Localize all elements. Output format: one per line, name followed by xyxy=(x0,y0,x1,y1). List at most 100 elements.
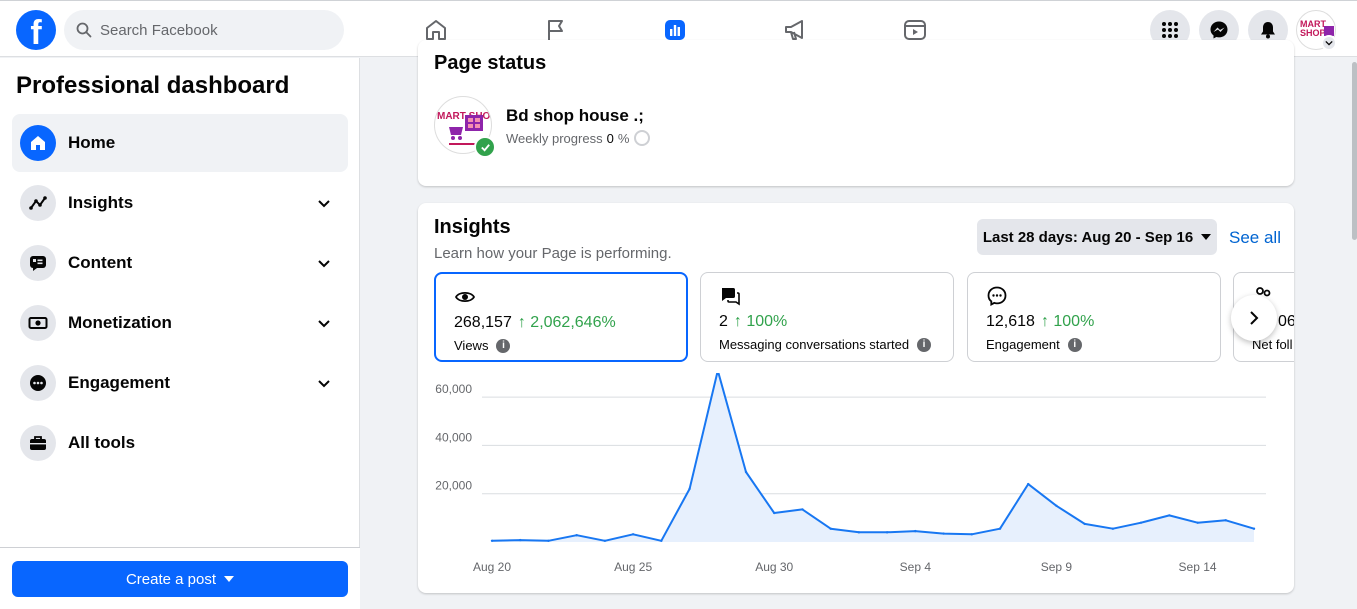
content-icon xyxy=(20,245,56,281)
y-tick-label: 40,000 xyxy=(435,430,472,444)
insights-title: Insights xyxy=(434,216,511,238)
flag-icon xyxy=(548,19,563,40)
x-tick-label: Aug 30 xyxy=(755,560,793,574)
info-icon[interactable]: i xyxy=(917,337,932,352)
see-all-link[interactable]: See all xyxy=(1229,228,1281,247)
metric-change: ↑ 100% xyxy=(733,313,788,330)
data-point xyxy=(1252,527,1256,530)
sidebar-footer: Create a post xyxy=(0,547,360,609)
chevron-down-icon xyxy=(318,200,330,208)
weekly-progress: Weekly progress 0 % xyxy=(506,130,651,146)
page-status-card: Page status MART SHOP Bd shop house .; W… xyxy=(418,40,1294,186)
home-icon xyxy=(426,19,446,40)
progress-value: 0 xyxy=(606,130,614,146)
metric-label: Views i xyxy=(454,338,511,353)
messages-icon xyxy=(722,288,740,306)
data-point xyxy=(942,532,945,535)
data-point xyxy=(1027,482,1030,486)
eye-icon xyxy=(454,291,476,303)
caret-down-icon xyxy=(1201,234,1212,240)
megaphone-icon xyxy=(785,19,803,40)
data-point xyxy=(1083,522,1086,526)
data-point xyxy=(829,527,832,530)
data-point xyxy=(490,539,494,542)
metric-card-engagement[interactable]: 12,618 ↑ 100% Engagement i xyxy=(967,272,1221,362)
y-tick-label: 20,000 xyxy=(435,479,472,493)
x-tick-label: Aug 20 xyxy=(473,560,511,574)
sidebar-item-monetization[interactable]: Monetization xyxy=(12,294,348,352)
metric-value: 2 ↑ 100% xyxy=(719,313,788,330)
engagement-icon xyxy=(987,286,1007,307)
home-icon xyxy=(20,125,56,161)
nav-tab-pages[interactable] xyxy=(503,2,609,57)
data-point xyxy=(998,527,1002,530)
reels-icon xyxy=(904,19,926,40)
page-scrollbar-track[interactable] xyxy=(1350,58,1357,609)
page-status-title: Page status xyxy=(434,52,547,74)
nav-tab-home[interactable] xyxy=(383,2,489,57)
svg-text:SHOP: SHOP xyxy=(1300,28,1326,38)
sidebar-item-home[interactable]: Home xyxy=(12,114,348,172)
search-icon xyxy=(76,22,92,38)
views-area-fill xyxy=(492,373,1254,542)
nav-tab-ads[interactable] xyxy=(742,2,848,57)
sidebar: Professional dashboard Home Insights Con… xyxy=(0,58,360,609)
account-menu-chevron-icon[interactable] xyxy=(1321,35,1337,51)
data-point xyxy=(1139,521,1143,524)
sidebar-item-insights[interactable]: Insights xyxy=(12,174,348,232)
shop-logo-icon: MART SHOP xyxy=(437,111,492,145)
toolbox-icon xyxy=(20,425,56,461)
data-point xyxy=(688,487,691,491)
y-tick-label: 60,000 xyxy=(435,382,472,396)
sidebar-item-label: Monetization xyxy=(68,313,172,332)
metric-label: Net foll xyxy=(1252,337,1293,352)
info-icon[interactable]: i xyxy=(1067,337,1082,352)
insights-card: Insights Learn how your Page is performi… xyxy=(418,203,1294,593)
sidebar-item-engagement[interactable]: Engagement xyxy=(12,354,348,412)
data-point xyxy=(914,529,917,533)
data-point xyxy=(744,470,748,474)
sidebar-title: Professional dashboard xyxy=(16,72,290,99)
x-tick-label: Sep 9 xyxy=(1041,560,1073,574)
data-point xyxy=(603,539,607,542)
x-tick-label: Sep 14 xyxy=(1179,560,1217,574)
date-range-dropdown[interactable]: Last 28 days: Aug 20 - Sep 16 xyxy=(977,219,1217,255)
sidebar-item-label: Insights xyxy=(68,193,134,212)
sidebar-item-label: All tools xyxy=(68,433,136,452)
metric-card-views[interactable]: 268,157 ↑ 2,062,646% Views i xyxy=(434,272,688,362)
messenger-icon xyxy=(1210,21,1228,39)
chevron-down-icon xyxy=(318,260,330,268)
data-point xyxy=(660,539,663,542)
metric-value: 12,618 ↑ 100% xyxy=(986,313,1095,330)
create-post-button[interactable]: Create a post xyxy=(12,561,348,597)
chevron-down-icon xyxy=(318,380,330,388)
metric-card-messaging[interactable]: 2 ↑ 100% Messaging conversations started… xyxy=(700,272,954,362)
data-point xyxy=(773,511,776,515)
page-scrollbar-thumb[interactable] xyxy=(1352,62,1357,240)
data-point xyxy=(857,531,861,534)
data-point xyxy=(1055,504,1058,507)
facebook-logo-icon[interactable]: f xyxy=(16,10,56,50)
grid-menu-icon xyxy=(1162,22,1178,38)
data-point xyxy=(547,539,550,542)
money-icon xyxy=(20,305,56,341)
svg-text:MART SHOP: MART SHOP xyxy=(437,111,492,122)
metric-value: 06 xyxy=(1278,313,1294,330)
next-metrics-button[interactable] xyxy=(1231,295,1277,341)
sidebar-item-content[interactable]: Content xyxy=(12,234,348,292)
nav-tab-reels[interactable] xyxy=(862,2,968,57)
create-post-label: Create a post xyxy=(125,570,217,588)
date-range-label: Last 28 days: Aug 20 - Sep 16 xyxy=(982,228,1194,246)
sidebar-item-label: Home xyxy=(68,133,116,152)
page-name[interactable]: Bd shop house .; xyxy=(506,106,644,125)
data-point xyxy=(575,534,578,537)
progress-unit: % xyxy=(617,130,630,146)
views-area-chart: 20,000 40,000 60,000 Aug 20 Aug 25 Aug 30 Sep … xyxy=(435,373,1266,574)
search-box[interactable] xyxy=(64,10,344,50)
sidebar-item-all-tools[interactable]: All tools xyxy=(12,414,348,472)
chevron-right-icon xyxy=(1250,311,1259,325)
search-input[interactable] xyxy=(100,21,330,39)
sidebar-item-label: Content xyxy=(68,253,133,272)
caret-down-icon xyxy=(224,576,235,582)
info-icon[interactable]: i xyxy=(496,338,511,353)
